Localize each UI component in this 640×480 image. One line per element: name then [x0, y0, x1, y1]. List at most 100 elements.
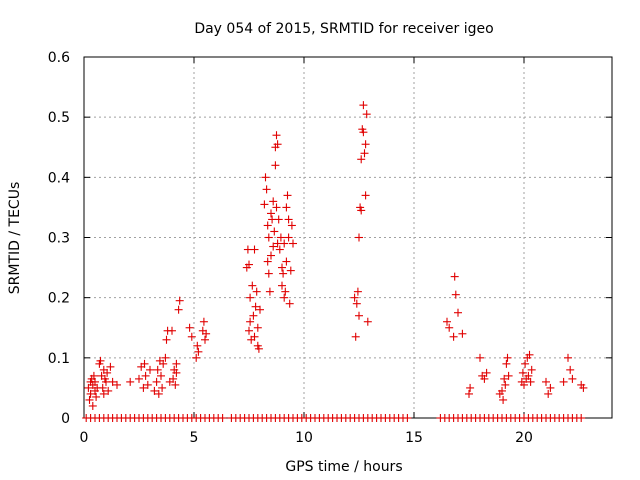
data-point	[159, 359, 168, 368]
y-tick-label: 0.3	[48, 231, 70, 247]
data-point	[360, 149, 369, 158]
data-point	[476, 353, 484, 362]
data-point	[153, 365, 162, 374]
data-point	[279, 269, 288, 278]
data-point	[566, 365, 575, 374]
data-point	[152, 377, 161, 386]
data-point	[498, 386, 506, 395]
data-point	[275, 245, 284, 254]
data-point	[289, 239, 297, 248]
data-point	[270, 227, 279, 236]
data-point	[245, 260, 253, 269]
data-point	[559, 377, 568, 386]
data-point	[499, 395, 508, 404]
chart-title: Day 054 of 2015, SRMTID for receiver ige…	[194, 21, 493, 37]
data-point	[96, 356, 105, 365]
data-point	[278, 263, 286, 272]
data-point	[267, 209, 275, 218]
data-point	[150, 386, 159, 395]
data-point	[466, 383, 475, 392]
data-point	[192, 353, 201, 362]
data-point	[265, 287, 274, 296]
data-point	[84, 383, 93, 392]
data-point	[458, 329, 467, 338]
data-point	[361, 191, 370, 200]
data-point	[357, 206, 366, 215]
data-point	[355, 311, 363, 320]
data-point	[146, 365, 154, 374]
data-point	[246, 293, 255, 302]
data-point	[482, 368, 491, 377]
data-point	[445, 323, 454, 332]
data-point	[504, 371, 513, 380]
x-tick-label: 5	[190, 430, 199, 446]
data-point	[108, 377, 117, 386]
data-point	[363, 317, 372, 326]
data-point	[276, 233, 285, 242]
data-point	[143, 380, 152, 389]
data-point	[157, 371, 165, 380]
data-point	[280, 293, 289, 302]
data-point	[274, 215, 283, 224]
data-point	[104, 386, 113, 395]
data-point	[154, 389, 163, 398]
data-point	[272, 131, 281, 140]
data-point	[248, 281, 257, 290]
data-point	[135, 374, 143, 383]
data-point	[287, 221, 296, 230]
data-point	[527, 365, 536, 374]
data-point	[403, 414, 412, 422]
data-point	[261, 173, 270, 182]
x-tick-label: 15	[405, 430, 423, 446]
data-point	[251, 302, 260, 311]
y-tick-label: 0.1	[48, 351, 70, 367]
data-point	[172, 359, 181, 368]
data-point	[249, 311, 258, 320]
data-point	[454, 308, 462, 317]
data-point	[139, 383, 148, 392]
data-point	[278, 281, 286, 290]
data-point	[193, 341, 202, 350]
data-point	[254, 344, 263, 353]
data-point	[465, 389, 473, 398]
data-point	[250, 245, 259, 254]
data-point	[201, 335, 209, 344]
data-point	[175, 296, 184, 305]
data-point	[451, 290, 460, 299]
data-points	[82, 101, 588, 422]
data-point	[577, 414, 586, 422]
data-point	[359, 128, 368, 137]
data-point	[353, 287, 362, 296]
data-point	[271, 161, 280, 170]
data-point	[282, 257, 291, 266]
data-point	[359, 101, 368, 110]
data-point	[361, 140, 370, 149]
x-tick-label: 0	[80, 430, 89, 446]
data-point	[285, 299, 294, 308]
data-point	[162, 335, 171, 344]
data-point	[362, 110, 371, 119]
data-point	[89, 371, 98, 380]
data-point	[88, 401, 97, 410]
data-point	[357, 155, 366, 164]
data-point	[282, 203, 291, 212]
data-point	[350, 293, 359, 302]
data-point	[194, 347, 203, 356]
data-point	[544, 389, 553, 398]
data-point	[252, 287, 261, 296]
data-point	[262, 185, 271, 194]
x-tick-label: 20	[515, 430, 533, 446]
data-point	[171, 380, 180, 389]
data-point	[199, 317, 208, 326]
data-point	[99, 389, 108, 398]
data-point	[267, 251, 275, 260]
data-point	[351, 332, 360, 341]
data-point	[113, 380, 121, 389]
data-point	[352, 299, 361, 308]
data-point	[269, 197, 278, 206]
data-point	[273, 140, 282, 149]
data-point	[283, 191, 292, 200]
data-point	[141, 371, 150, 380]
x-tick-labels: 0 5 10 15 20	[80, 430, 533, 446]
